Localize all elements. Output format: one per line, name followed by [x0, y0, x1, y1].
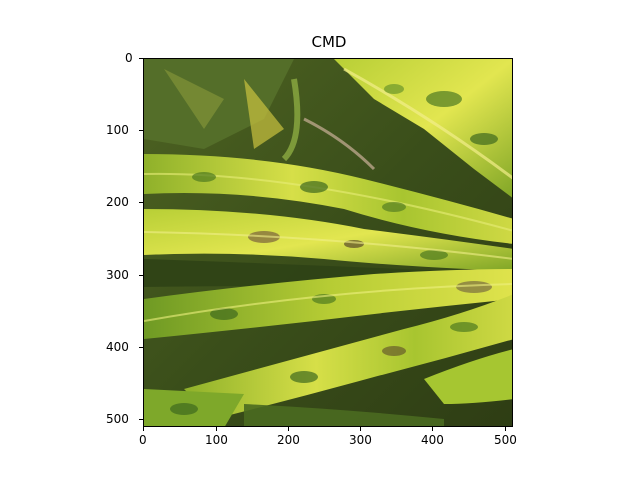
x-tick-label: 100 — [205, 433, 228, 447]
x-tick-label: 500 — [494, 433, 517, 447]
y-tick-label: 400 — [106, 340, 129, 354]
y-tick-label: 300 — [106, 268, 129, 282]
figure-title: CMD — [311, 33, 347, 51]
x-tick-label: 0 — [139, 433, 147, 447]
x-tick-mark — [360, 427, 361, 431]
y-tick-mark — [139, 130, 143, 131]
y-tick-label: 100 — [106, 123, 129, 137]
x-tick-mark — [288, 427, 289, 431]
leaf-photo-image — [143, 58, 513, 427]
y-tick-mark — [139, 275, 143, 276]
y-tick-mark — [139, 347, 143, 348]
y-tick-label: 500 — [106, 412, 129, 426]
x-tick-label: 300 — [349, 433, 372, 447]
y-tick-mark — [139, 419, 143, 420]
y-tick-label: 0 — [125, 51, 133, 65]
y-tick-label: 200 — [106, 195, 129, 209]
y-tick-mark — [139, 58, 143, 59]
x-tick-mark — [432, 427, 433, 431]
y-tick-mark — [139, 202, 143, 203]
x-tick-mark — [216, 427, 217, 431]
x-tick-mark — [143, 427, 144, 431]
x-tick-mark — [505, 427, 506, 431]
x-tick-label: 400 — [421, 433, 444, 447]
x-tick-label: 200 — [277, 433, 300, 447]
leaf-photo-svg — [144, 59, 512, 426]
